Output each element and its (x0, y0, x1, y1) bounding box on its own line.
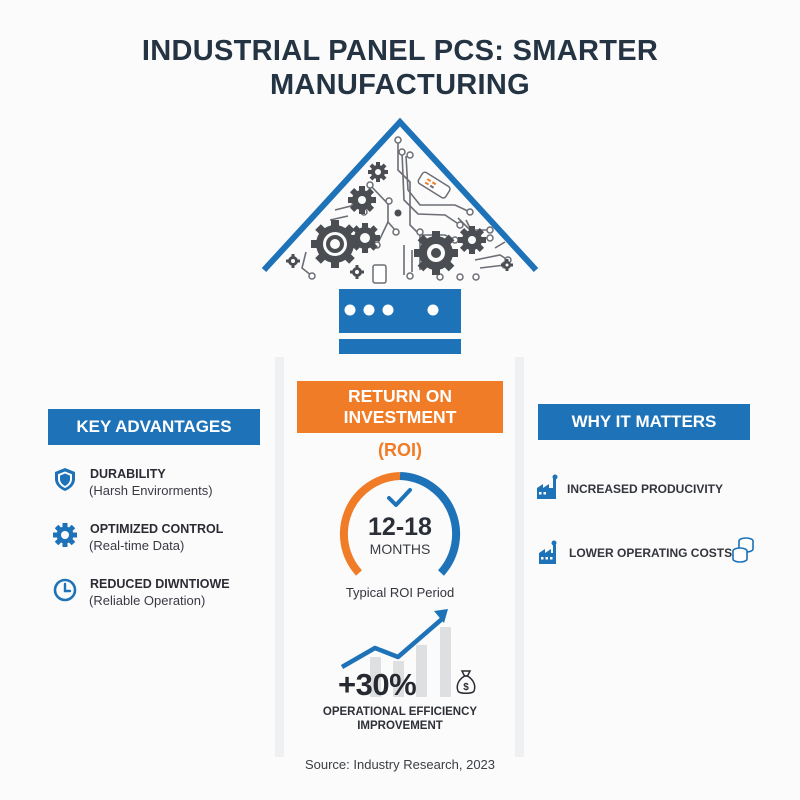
roi-header: RETURN ON INVESTMENT (297, 381, 503, 433)
efficiency-value: +30% (338, 667, 417, 702)
clock-icon (53, 578, 77, 602)
factory-icon (539, 540, 557, 564)
advantage-subtitle: (Real-time Data) (89, 538, 185, 553)
efficiency-label: OPERATIONAL EFFICIENCY IMPROVEMENT (297, 705, 503, 733)
title-line-1: INDUSTRIAL PANEL PCS: SMARTER (141, 35, 659, 67)
factory-icon (537, 474, 558, 499)
roi-value: 12-18 (368, 513, 432, 541)
why-item-label: INCREASED PRODUCIVITY (567, 482, 724, 496)
growth-chart-icon (340, 609, 451, 697)
column-divider-left (275, 357, 284, 757)
roi-unit: MONTHS (369, 541, 431, 557)
page-title: INDUSTRIAL PANEL PCS: SMARTER MANUFACTUR… (0, 34, 800, 102)
advantage-title: REDUCED DIWNTIOWE (90, 577, 230, 591)
gears-circuit-arrow-icon (261, 117, 539, 354)
why-item-productivity: INCREASED PRODUCIVITY (536, 474, 756, 504)
advantage-subtitle: (Reliable Operation) (89, 593, 206, 608)
svg-text:$: $ (463, 682, 469, 693)
advantage-title: OPTIMIZED CONTROL (90, 522, 224, 536)
key-advantages-header: KEY ADVANTAGES (48, 409, 260, 445)
gear-icon (53, 523, 77, 547)
efficiency-label-line-2: IMPROVEMENT (357, 720, 443, 732)
roi-caption: Typical ROI Period (345, 585, 455, 600)
why-it-matters-title: WHY IT MATTERS (571, 412, 717, 431)
advantage-optimized-control: OPTIMIZED CONTROL (Real-time Data) (52, 519, 267, 559)
source-note: Source: Industry Research, 2023 (304, 757, 496, 772)
why-it-matters-header: WHY IT MATTERS (538, 404, 750, 440)
advantage-reduced-downtime: REDUCED DIWNTIOWE (Reliable Operation) (52, 574, 267, 614)
roi-header-line-2: INVESTMENT (343, 407, 457, 427)
roi-header-line-1: RETURN ON (347, 386, 453, 406)
advantage-title: DURABILITY (90, 467, 166, 481)
advantage-subtitle: (Harsh Envirorments) (89, 483, 213, 498)
checkmark-icon (387, 488, 412, 507)
money-bag-icon: $ (456, 670, 476, 694)
efficiency-label-line-1: OPERATIONAL EFFICIENCY (322, 706, 478, 718)
roi-abbreviation: (ROI) (378, 440, 422, 460)
coin-stack-icon (732, 537, 754, 563)
shield-icon (55, 468, 75, 491)
why-item-label: LOWER OPERATING COSTS (569, 546, 733, 560)
why-item-lower-costs: LOWER OPERATING COSTS (536, 537, 766, 567)
advantage-durability: DURABILITY (Harsh Envirorments) (52, 464, 267, 504)
column-divider-right (515, 357, 524, 757)
key-advantages-title: KEY ADVANTAGES (76, 417, 232, 436)
title-line-2: MANUFACTURING (269, 69, 531, 101)
roi-gauge (339, 472, 461, 576)
